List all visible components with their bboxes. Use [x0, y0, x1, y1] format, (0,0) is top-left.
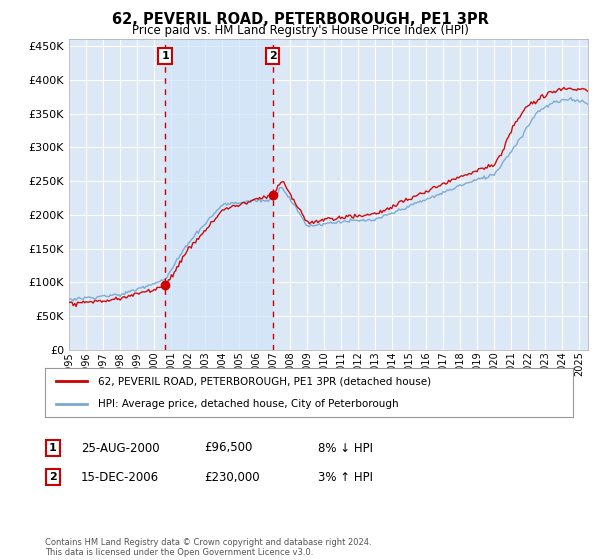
Text: 1: 1 [161, 51, 169, 61]
Bar [165, 39, 272, 350]
Text: 25-AUG-2000: 25-AUG-2000 [81, 441, 160, 455]
Text: 2: 2 [269, 51, 277, 61]
Text: £230,000: £230,000 [204, 470, 260, 484]
Text: 62, PEVERIL ROAD, PETERBOROUGH, PE1 3PR: 62, PEVERIL ROAD, PETERBOROUGH, PE1 3PR [112, 12, 488, 27]
FancyBboxPatch shape [46, 440, 60, 456]
Text: 8% ↓ HPI: 8% ↓ HPI [318, 441, 373, 455]
Text: 15-DEC-2006: 15-DEC-2006 [81, 470, 159, 484]
Text: 3% ↑ HPI: 3% ↑ HPI [318, 470, 373, 484]
Text: 62, PEVERIL ROAD, PETERBOROUGH, PE1 3PR (detached house): 62, PEVERIL ROAD, PETERBOROUGH, PE1 3PR … [98, 376, 431, 386]
Text: 2: 2 [49, 472, 56, 482]
FancyBboxPatch shape [46, 469, 60, 485]
Text: Contains HM Land Registry data © Crown copyright and database right 2024.
This d: Contains HM Land Registry data © Crown c… [45, 538, 371, 557]
Text: Price paid vs. HM Land Registry's House Price Index (HPI): Price paid vs. HM Land Registry's House … [131, 24, 469, 36]
Text: £96,500: £96,500 [204, 441, 253, 455]
Text: HPI: Average price, detached house, City of Peterborough: HPI: Average price, detached house, City… [98, 399, 398, 409]
Text: 1: 1 [49, 443, 56, 453]
